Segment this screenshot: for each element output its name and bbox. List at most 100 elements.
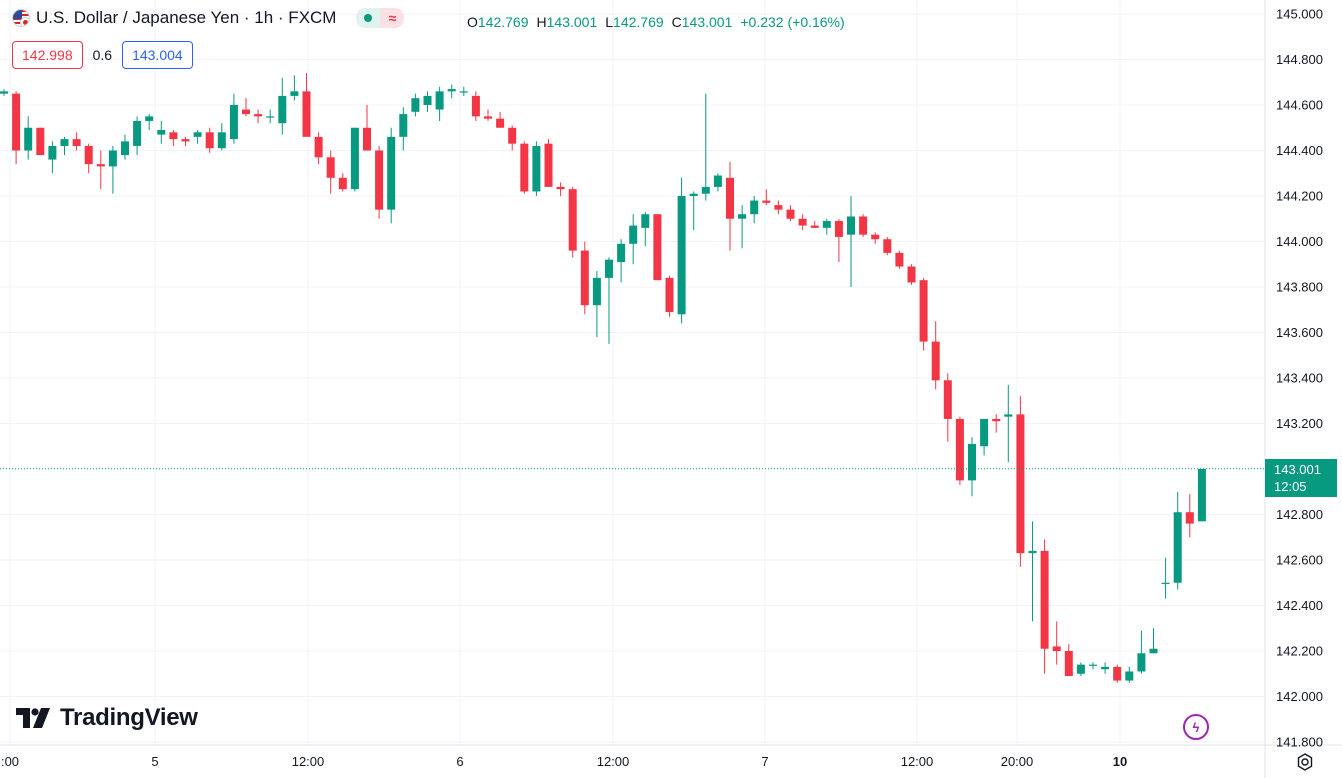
candle-body xyxy=(278,95,287,124)
candle xyxy=(193,130,202,144)
candle-body xyxy=(447,89,456,92)
candle-body xyxy=(0,91,8,94)
candle-body xyxy=(459,91,468,93)
candle-body xyxy=(133,120,142,146)
y-tick-label: 142.600 xyxy=(1276,553,1323,568)
candle-body xyxy=(738,214,747,219)
candle-body xyxy=(931,341,940,381)
candle xyxy=(326,150,335,194)
x-tick-label: 20:00 xyxy=(1001,754,1034,769)
candle-body xyxy=(242,109,250,115)
candle xyxy=(181,136,190,146)
candle xyxy=(314,132,323,165)
flash-icon[interactable]: ϟ xyxy=(1183,714,1209,740)
time-axis[interactable]: :00 5 12:00 6 12:00 7 12:00 20:00 10 xyxy=(1,754,1127,769)
sell-button[interactable]: 142.998 xyxy=(12,41,83,69)
candle xyxy=(931,321,940,390)
market-status-pill[interactable]: ≈ xyxy=(356,8,405,28)
candle xyxy=(943,373,952,442)
candle xyxy=(399,107,408,151)
candle xyxy=(12,91,21,165)
tradingview-logo[interactable]: TradingView xyxy=(16,704,198,732)
high-value: 143.001 xyxy=(546,14,598,30)
candle-body xyxy=(1028,550,1037,554)
x-tick-label: 10 xyxy=(1113,754,1127,769)
candle-body xyxy=(520,143,529,192)
x-tick-label: :00 xyxy=(1,754,19,769)
candle-body xyxy=(254,114,263,117)
candle xyxy=(133,116,142,156)
candle xyxy=(435,86,444,121)
symbol-title[interactable]: U.S. Dollar / Japanese Yen · 1h · FXCM xyxy=(36,8,337,27)
candle xyxy=(568,186,577,258)
open-value: 142.769 xyxy=(477,14,529,30)
candle-body xyxy=(1185,512,1194,524)
candle-body xyxy=(157,130,166,135)
candle-body xyxy=(36,127,45,156)
y-tick-label: 143.600 xyxy=(1276,325,1323,340)
candle xyxy=(278,77,287,135)
x-tick-label: 12:00 xyxy=(901,754,934,769)
tradingview-logo-text: TradingView xyxy=(60,704,198,731)
candle xyxy=(980,418,989,456)
candle-body xyxy=(205,132,214,149)
symbol-header[interactable]: U.S. Dollar / Japanese Yen · 1h · FXCM ≈ xyxy=(12,8,405,28)
settings-gear-icon[interactable] xyxy=(1294,751,1316,773)
candle xyxy=(1076,662,1085,677)
candle xyxy=(786,205,795,222)
candle-body xyxy=(193,132,202,137)
candle xyxy=(629,214,638,265)
market-open-icon xyxy=(356,8,381,28)
candle-body xyxy=(290,91,299,96)
x-tick-label: 5 xyxy=(151,754,158,769)
candle xyxy=(423,91,432,112)
candle-body xyxy=(108,150,117,167)
candle xyxy=(1125,666,1134,683)
candle-body xyxy=(762,200,771,203)
candle-body xyxy=(48,145,57,160)
x-tick-label: 7 xyxy=(761,754,768,769)
candle xyxy=(617,239,626,283)
candle-body xyxy=(992,418,1001,422)
candle-body xyxy=(1064,651,1073,677)
last-price-tag: 143.001 12:05 xyxy=(1265,459,1337,497)
x-tick-label: 6 xyxy=(456,754,463,769)
candle-body xyxy=(629,225,638,244)
price-axis[interactable]: 145.000 144.800 144.600 144.400 144.200 144.0… xyxy=(1276,7,1323,750)
candle-body xyxy=(302,91,311,137)
candle xyxy=(484,109,492,121)
candle xyxy=(36,127,45,156)
candle xyxy=(1197,469,1206,522)
candle xyxy=(169,130,178,146)
candle xyxy=(1149,628,1158,654)
candle-body xyxy=(580,250,589,306)
candle xyxy=(677,177,686,324)
y-tick-label: 142.800 xyxy=(1276,507,1323,522)
y-tick-label: 145.000 xyxy=(1276,7,1323,22)
low-label: L xyxy=(605,14,614,30)
y-tick-label: 142.200 xyxy=(1276,644,1323,659)
candle xyxy=(387,127,396,224)
candle-body xyxy=(677,196,686,315)
y-tick-label: 143.200 xyxy=(1276,416,1323,431)
candle xyxy=(508,125,517,151)
candle-body xyxy=(350,127,359,190)
candle xyxy=(242,98,250,117)
candle-body xyxy=(1040,550,1049,649)
candle xyxy=(871,232,880,244)
candle xyxy=(1089,662,1097,670)
candle xyxy=(1185,494,1194,538)
candle-body xyxy=(217,132,226,149)
candle-body xyxy=(968,443,976,481)
y-tick-label: 144.200 xyxy=(1276,189,1323,204)
open-label: O xyxy=(467,14,478,30)
candle xyxy=(363,105,371,151)
candle xyxy=(762,189,771,206)
candle-body xyxy=(1101,666,1110,670)
candle xyxy=(205,127,214,153)
buy-button[interactable]: 143.004 xyxy=(122,41,193,69)
candle-body xyxy=(411,98,420,112)
candle-body xyxy=(12,93,21,151)
candle xyxy=(847,196,855,287)
